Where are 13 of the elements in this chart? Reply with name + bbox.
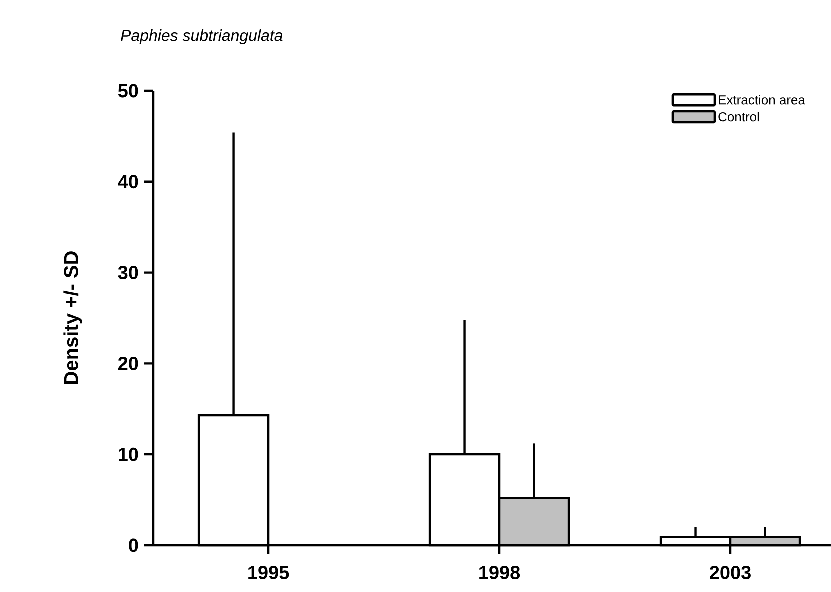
x-tick-label: 1995 xyxy=(248,566,290,580)
y-axis-title: Density +/- SD xyxy=(64,252,82,384)
y-tick-label: 50 xyxy=(118,84,138,98)
x-tick-label: 2003 xyxy=(710,566,751,580)
y-tick-label: 10 xyxy=(119,448,138,462)
chart-title: Paphies subtriangulata xyxy=(121,30,283,44)
y-tick-label: 40 xyxy=(118,175,138,189)
y-tick-label: 20 xyxy=(118,356,138,370)
y-tick-label: 30 xyxy=(118,266,138,280)
legend-label: Control xyxy=(718,112,760,122)
y-tick-label: 0 xyxy=(129,538,138,552)
legend-label: Extraction area xyxy=(719,95,806,105)
x-tick-label: 1998 xyxy=(480,566,520,580)
